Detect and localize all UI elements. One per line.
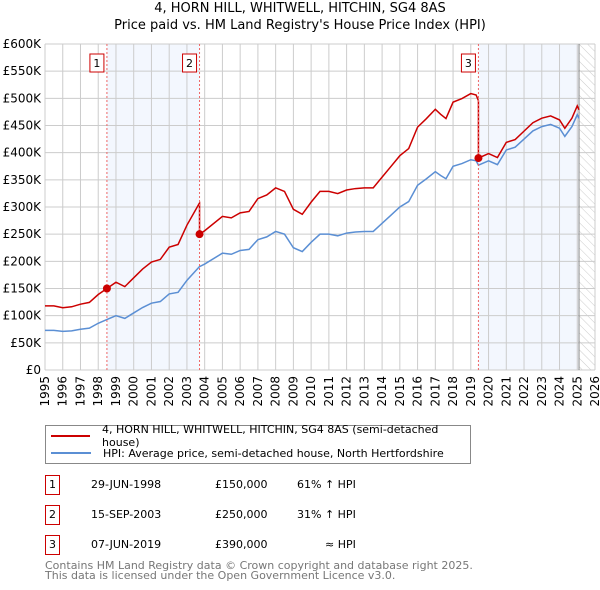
x-tick-label: 2008 [269, 376, 283, 407]
sale-label: 2 [186, 57, 193, 70]
y-tick-label: £250K [3, 227, 43, 241]
sale-point [195, 230, 204, 239]
x-tick-label: 2015 [393, 376, 407, 407]
x-tick-label: 2022 [517, 376, 531, 407]
x-tick-label: 1997 [73, 376, 87, 407]
footer-line: This data is licensed under the Open Gov… [45, 569, 396, 582]
sale-price: £390,000 [215, 538, 268, 551]
footer: Contains HM Land Registry data © Crown c… [45, 559, 473, 582]
sale-label-box [89, 53, 105, 73]
sale-price: £150,000 [215, 478, 268, 491]
sale-point [474, 154, 483, 163]
sale-date: 07-JUN-2019 [91, 538, 162, 551]
y-tick-label: £550K [3, 64, 43, 78]
x-tick-label: 2025 [570, 376, 584, 407]
x-tick-label: 2024 [553, 376, 567, 407]
sale-price: £250,000 [215, 508, 268, 521]
legend: 4, HORN HILL, WHITWELL, HITCHIN, SG4 8AS… [45, 423, 471, 464]
x-tick-label: 2009 [286, 376, 300, 407]
x-tick-label: 2014 [375, 376, 389, 407]
x-tick-label: 2004 [198, 376, 212, 407]
x-tick-label: 1995 [38, 376, 52, 407]
x-tick-label: 2005 [215, 376, 229, 407]
sale-hpi: ≈ HPI [325, 538, 356, 551]
y-tick-label: £450K [3, 119, 43, 133]
sale-marker: 3 [45, 535, 60, 555]
legend-item-property: 4, HORN HILL, WHITWELL, HITCHIN, SG4 8AS… [46, 423, 470, 449]
sale-hpi: 61% ↑ HPI [297, 478, 356, 491]
chart-subtitle: Price paid vs. HM Land Registry's House … [114, 18, 486, 33]
x-tick-label: 2011 [322, 376, 336, 407]
x-tick-label: 2010 [304, 376, 318, 407]
sale-marker: 2 [45, 505, 60, 525]
chart-title: 4, HORN HILL, WHITWELL, HITCHIN, SG4 8AS [154, 1, 446, 16]
x-tick-label: 2012 [340, 376, 354, 407]
sale-point [102, 284, 111, 293]
legend-swatch [51, 452, 91, 454]
y-tick-label: £0 [26, 363, 41, 377]
sale-label-box [460, 53, 476, 73]
x-tick-label: 2016 [411, 376, 425, 407]
y-tick-label: £400K [3, 146, 43, 160]
y-tick-label: £200K [3, 254, 43, 268]
hpi-line [45, 112, 580, 333]
x-tick-label: 2001 [144, 376, 158, 407]
x-tick-label: 2023 [535, 376, 549, 407]
x-tick-label: 2002 [162, 376, 176, 407]
x-tick-label: 2018 [446, 376, 460, 407]
x-tick-label: 2017 [428, 376, 442, 407]
x-tick-label: 2019 [464, 376, 478, 407]
sale-date: 15-SEP-2003 [91, 508, 162, 521]
x-tick-label: 2007 [251, 376, 265, 407]
y-tick-label: £50K [10, 336, 42, 350]
sale-label: 3 [465, 57, 472, 70]
y-tick-label: £150K [3, 282, 43, 296]
y-tick-label: £300K [3, 200, 43, 214]
legend-label: HPI: Average price, semi-detached house,… [103, 446, 444, 460]
x-tick-label: 2021 [499, 376, 513, 407]
price-line [45, 92, 580, 309]
x-tick-label: 2000 [127, 376, 141, 407]
y-tick-label: £100K [3, 309, 43, 323]
x-tick-label: 2003 [180, 376, 194, 407]
x-tick-label: 2013 [357, 376, 371, 407]
legend-swatch [51, 435, 91, 437]
sale-date: 29-JUN-1998 [91, 478, 162, 491]
plot-area: £0 £50K £100K £150K £200K £250K £300K £350K £400… [3, 37, 600, 407]
x-tick-label: 1996 [56, 376, 70, 407]
y-tick-label: £500K [3, 91, 43, 105]
y-tick-label: £600K [3, 37, 43, 51]
y-tick-label: £350K [3, 173, 43, 187]
x-tick-label: 2006 [233, 376, 247, 407]
sale-marker: 1 [45, 475, 60, 495]
x-tick-label: 1998 [91, 376, 105, 407]
sale-label: 1 [93, 57, 100, 70]
x-tick-label: 1999 [109, 376, 123, 407]
footer-line: Contains HM Land Registry data © Crown c… [45, 559, 473, 572]
legend-label: 4, HORN HILL, WHITWELL, HITCHIN, SG4 8AS… [102, 423, 439, 449]
x-tick-label: 2020 [482, 376, 496, 407]
sale-label-box [182, 53, 198, 73]
sale-hpi: 31% ↑ HPI [297, 508, 356, 521]
x-tick-label: 2026 [588, 376, 600, 407]
legend-item-hpi: HPI: Average price, semi-detached house,… [46, 445, 444, 461]
